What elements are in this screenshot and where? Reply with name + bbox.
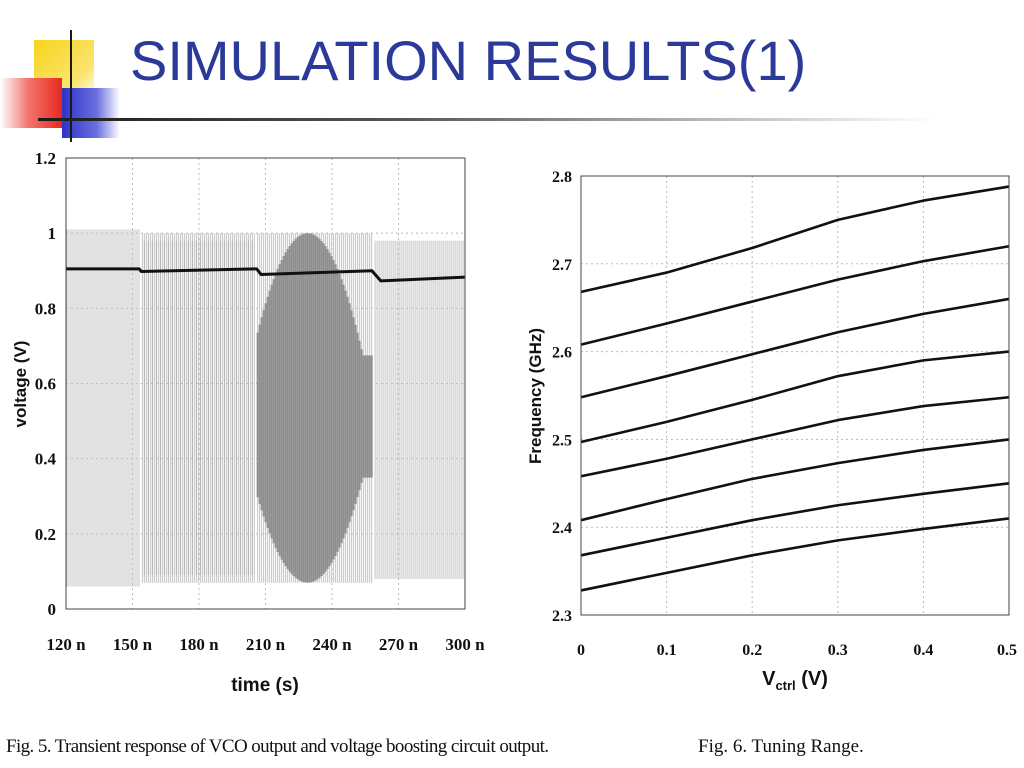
frequency-curve — [580, 350, 1010, 444]
chart-transient: 120 n 150 n 180 n 210 n 240 n 270 n 300 n 0 0.2 0… — [11, 149, 485, 696]
boost-output-line — [66, 267, 466, 283]
y-tick-label: 0 — [48, 600, 57, 619]
vco-envelope-segment — [374, 240, 464, 579]
y-tick-label: 1.2 — [35, 149, 56, 168]
x-tick-label: 0.5 — [997, 642, 1017, 659]
x-tick-label: 0 — [577, 642, 585, 659]
plot-frame — [580, 175, 1010, 616]
x-tick-label: 0.1 — [657, 642, 677, 659]
vco-output-series — [66, 229, 464, 587]
y-tick-label: 0.8 — [35, 299, 56, 318]
y-tick-label: 2.8 — [552, 169, 572, 186]
y-axis-label: voltage (V) — [11, 341, 30, 428]
y-tick-label: 2.3 — [552, 608, 572, 625]
figure-caption-left: Fig. 5. Transient response of VCO output… — [6, 736, 549, 757]
x-tick-label: 240 n — [312, 635, 352, 654]
vco-envelope-segment — [66, 229, 140, 587]
slide-title: SIMULATION RESULTS(1) — [130, 29, 807, 92]
y-tick-label: 2.5 — [552, 432, 572, 449]
x-tick-label: 300 n — [445, 635, 485, 654]
y-tick-label: 1 — [48, 224, 57, 243]
y-tick-label: 0.6 — [35, 375, 56, 394]
vco-envelope-segment — [141, 233, 255, 583]
y-tick-label: 0.2 — [35, 525, 56, 544]
x-tick-label: 120 n — [46, 635, 86, 654]
frequency-curve — [580, 185, 1010, 294]
y-tick-label: 2.6 — [552, 345, 572, 362]
frequency-curve — [580, 395, 1010, 478]
x-tick-label: 0.3 — [828, 642, 848, 659]
x-axis-label: Vctrl (V) — [762, 668, 828, 693]
x-tick-label: 0.2 — [742, 642, 762, 659]
vco-envelope-segment — [256, 233, 373, 583]
x-tick-label: 270 n — [379, 635, 419, 654]
plot-frame — [65, 157, 466, 610]
x-tick-label: 210 n — [246, 635, 286, 654]
frequency-curve — [580, 482, 1010, 557]
frequency-curve — [580, 438, 1010, 522]
x-tick-label: 0.4 — [913, 642, 933, 659]
frequency-curve — [580, 517, 1010, 592]
logo-vertical-line — [70, 30, 72, 142]
y-tick-label: 2.4 — [552, 520, 572, 537]
chart-tuning-range: 0 0.1 0.2 0.3 0.4 0.5 2.3 2.4 2.5 2.6 2.7 2.8 Vctrl … — [526, 169, 1017, 693]
y-tick-label: 0.4 — [35, 450, 57, 469]
frequency-curve — [580, 244, 1010, 346]
x-tick-label: 180 n — [179, 635, 219, 654]
figure-caption-right: Fig. 6. Tuning Range. — [698, 736, 864, 757]
title-divider — [38, 118, 938, 121]
frequency-curve — [580, 297, 1010, 399]
y-axis-label: Frequency (GHz) — [526, 328, 545, 464]
x-axis-label: time (s) — [231, 675, 299, 696]
y-tick-label: 2.7 — [552, 257, 572, 274]
x-tick-label: 150 n — [113, 635, 153, 654]
